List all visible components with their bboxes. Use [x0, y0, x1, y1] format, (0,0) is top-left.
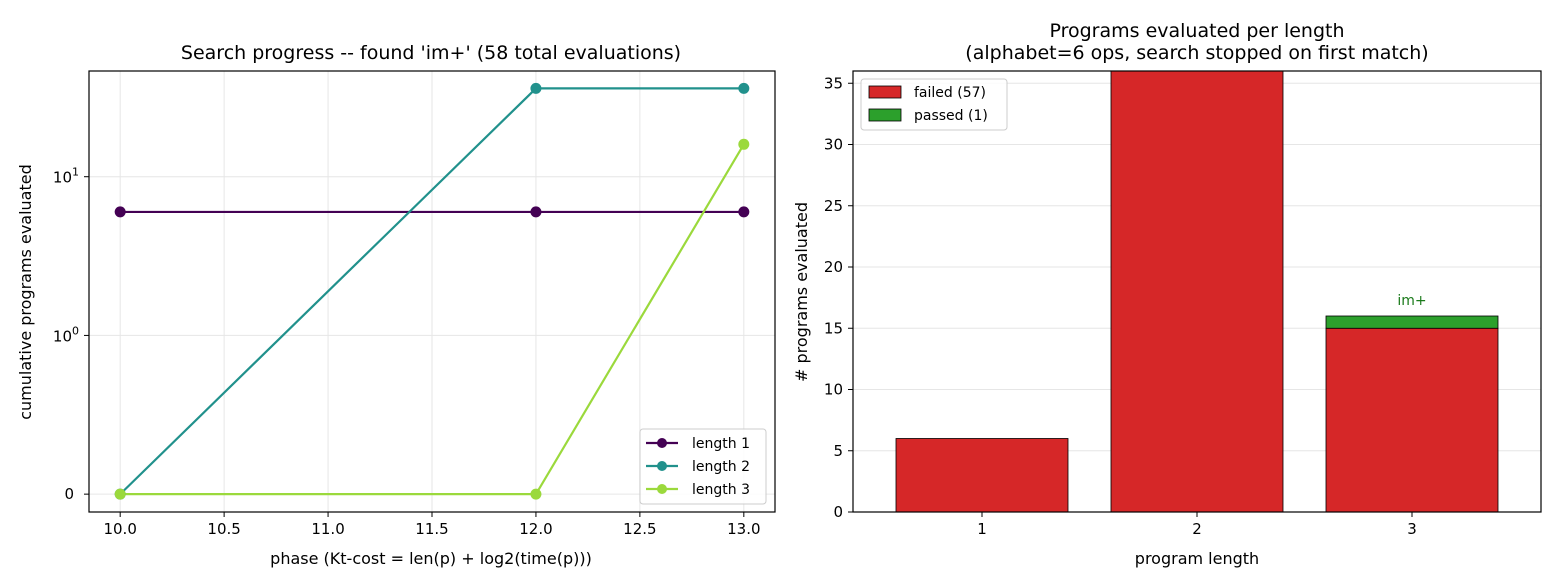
- x-tick-label: 11.5: [415, 520, 448, 538]
- y-tick-label: 35: [824, 74, 843, 92]
- x-tick-label: 12.5: [623, 520, 656, 538]
- legend-label: length 2: [692, 459, 750, 475]
- data-point: [530, 206, 542, 218]
- y-tick-label: 101: [53, 166, 79, 187]
- right-chart: Programs evaluated per length (alphabet=…: [792, 20, 1542, 568]
- legend-swatch: [868, 108, 902, 122]
- right-bars: [895, 70, 1499, 513]
- y-tick-label: 0: [833, 503, 843, 521]
- right-x-ticks: 1 2 3: [977, 512, 1417, 538]
- y-tick-label: 0: [64, 485, 74, 503]
- y-tick-label: 5: [833, 442, 843, 460]
- y-tick-label: 15: [824, 319, 843, 337]
- bar-segment: [1325, 327, 1499, 513]
- left-chart-title: Search progress -- found 'im+' (58 total…: [181, 42, 681, 64]
- y-tick-label: 25: [824, 197, 843, 215]
- y-tick-label: 10: [824, 381, 843, 399]
- left-legend: length 1 length 2 length 3: [639, 428, 767, 505]
- left-y-ticks: 0 100 101: [53, 166, 89, 503]
- y-tick-label: 100: [53, 324, 79, 345]
- bar-segment: [1110, 70, 1284, 513]
- x-tick-label: 3: [1407, 520, 1417, 538]
- data-point: [738, 206, 750, 218]
- x-tick-label: 13.0: [727, 520, 760, 538]
- x-tick-label: 2: [1192, 520, 1202, 538]
- bar-annotation: im+: [1397, 293, 1426, 309]
- legend-label: length 3: [692, 482, 750, 498]
- bar-segment: [895, 438, 1069, 513]
- right-legend: failed (57) passed (1): [860, 78, 1008, 131]
- right-annotations: im+: [1397, 293, 1426, 309]
- data-point: [530, 82, 542, 94]
- legend-box: [639, 428, 767, 505]
- y-tick-label: 20: [824, 258, 843, 276]
- legend-label: passed (1): [914, 108, 988, 124]
- x-tick-label: 10.0: [103, 520, 136, 538]
- data-point: [530, 488, 542, 500]
- left-x-ticks: 10.0 10.5 11.0 11.5 12.0 12.5 13.0: [103, 512, 761, 538]
- bar-segment: [1325, 315, 1499, 329]
- right-y-axis-label: # programs evaluated: [792, 202, 811, 382]
- x-tick-label: 12.0: [519, 520, 552, 538]
- data-point: [114, 488, 126, 500]
- data-point: [114, 206, 126, 218]
- legend-marker: [657, 484, 667, 494]
- legend-marker: [657, 438, 667, 448]
- x-tick-label: 1: [977, 520, 987, 538]
- left-y-axis-label: cumulative programs evaluated: [16, 164, 35, 420]
- legend-label: failed (57): [914, 85, 986, 101]
- left-series-points: [114, 82, 750, 500]
- right-x-axis-label: program length: [1135, 549, 1259, 568]
- left-chart: Search progress -- found 'im+' (58 total…: [16, 42, 776, 568]
- right-chart-subtitle: (alphabet=6 ops, search stopped on first…: [965, 42, 1428, 64]
- y-tick-label: 30: [824, 136, 843, 154]
- data-point: [738, 138, 750, 150]
- x-tick-label: 10.5: [207, 520, 240, 538]
- legend-swatch: [868, 85, 902, 99]
- right-chart-title: Programs evaluated per length: [1049, 20, 1344, 42]
- data-point: [738, 82, 750, 94]
- x-tick-label: 11.0: [311, 520, 344, 538]
- legend-label: length 1: [692, 436, 750, 452]
- legend-marker: [657, 461, 667, 471]
- left-x-axis-label: phase (Kt-cost = len(p) + log2(time(p))): [270, 549, 592, 568]
- right-y-ticks: 0 5 10 15 20 25 30 35: [824, 74, 853, 521]
